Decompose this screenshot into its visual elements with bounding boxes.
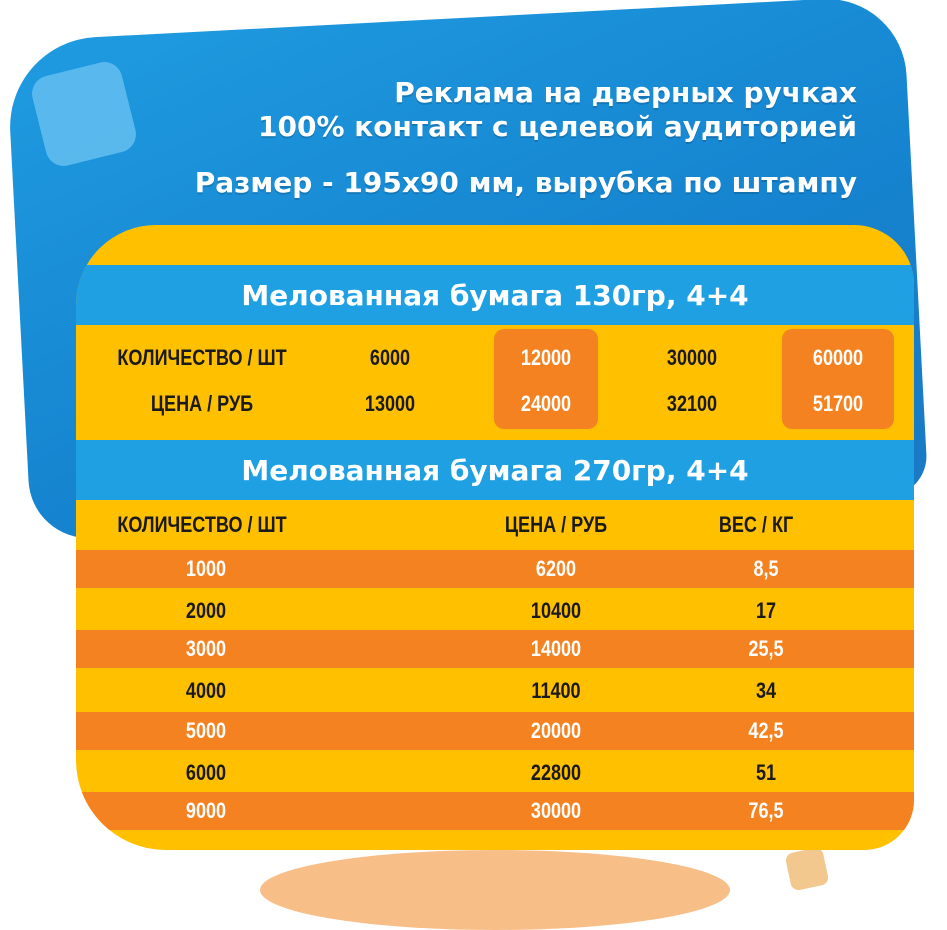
row-weight: 17 [755,598,777,623]
row-price: 6200 [535,556,577,581]
table-row: 2000 10400 17 [76,592,914,630]
table-row: 4000 11400 34 [76,672,914,710]
row-quantity: 3000 [185,636,227,661]
section2-title: Мелованная бумага 270гр, 4+4 [76,440,914,500]
row-price: 22800 [530,760,582,785]
column-header-weight: ВЕС / КГ [718,512,794,537]
column-header-price: ЦЕНА / РУБ [504,512,608,537]
table-row: 9000 30000 76,5 [76,792,914,830]
section1-title: Мелованная бумага 130гр, 4+4 [76,265,914,325]
row-quantity: 1000 [185,556,227,581]
row-weight: 34 [755,678,777,703]
price-value: 51700 [812,391,864,416]
quantity-value: 12000 [520,345,572,370]
heading-line-1: Реклама на дверных ручках [394,76,857,109]
row-quantity: 4000 [185,678,227,703]
row-quantity: 9000 [185,798,227,823]
row-weight: 25,5 [748,636,784,661]
quantity-value: 30000 [666,345,718,370]
table-row: 6000 22800 51 [76,754,914,792]
row-price: 11400 [531,678,581,703]
highlight-box [494,329,598,429]
column-header-quantity: КОЛИЧЕСТВО / ШТ [117,512,287,537]
row-price: 20000 [530,718,582,743]
quantity-label: КОЛИЧЕСТВО / ШТ [117,345,287,370]
row-quantity: 2000 [185,598,227,623]
row-price: 14000 [530,636,582,661]
price-label: ЦЕНА / РУБ [150,391,254,416]
row-quantity: 6000 [185,760,227,785]
price-panel: Мелованная бумага 130гр, 4+4 КОЛИЧЕСТВО … [76,225,914,850]
table-row: 5000 20000 42,5 [76,712,914,750]
decorative-blob [260,850,730,930]
row-weight: 42,5 [748,718,784,743]
row-price: 30000 [530,798,582,823]
row-weight: 51 [755,760,777,785]
quantity-value: 6000 [369,345,411,370]
decorative-small-square [784,846,830,892]
quantity-value: 60000 [812,345,864,370]
highlight-box [782,329,894,429]
row-quantity: 5000 [185,718,227,743]
row-weight: 76,5 [748,798,784,823]
price-value: 13000 [364,391,416,416]
price-value: 32100 [666,391,718,416]
row-weight: 8,5 [753,556,779,581]
table-row: 3000 14000 25,5 [76,630,914,668]
size-heading: Размер - 195х90 мм, вырубка по штампу [194,166,857,199]
row-price: 10400 [530,598,582,623]
price-value: 24000 [520,391,572,416]
heading-line-2: 100% контакт с целевой аудиторией [258,110,857,143]
table-row: 1000 6200 8,5 [76,550,914,588]
